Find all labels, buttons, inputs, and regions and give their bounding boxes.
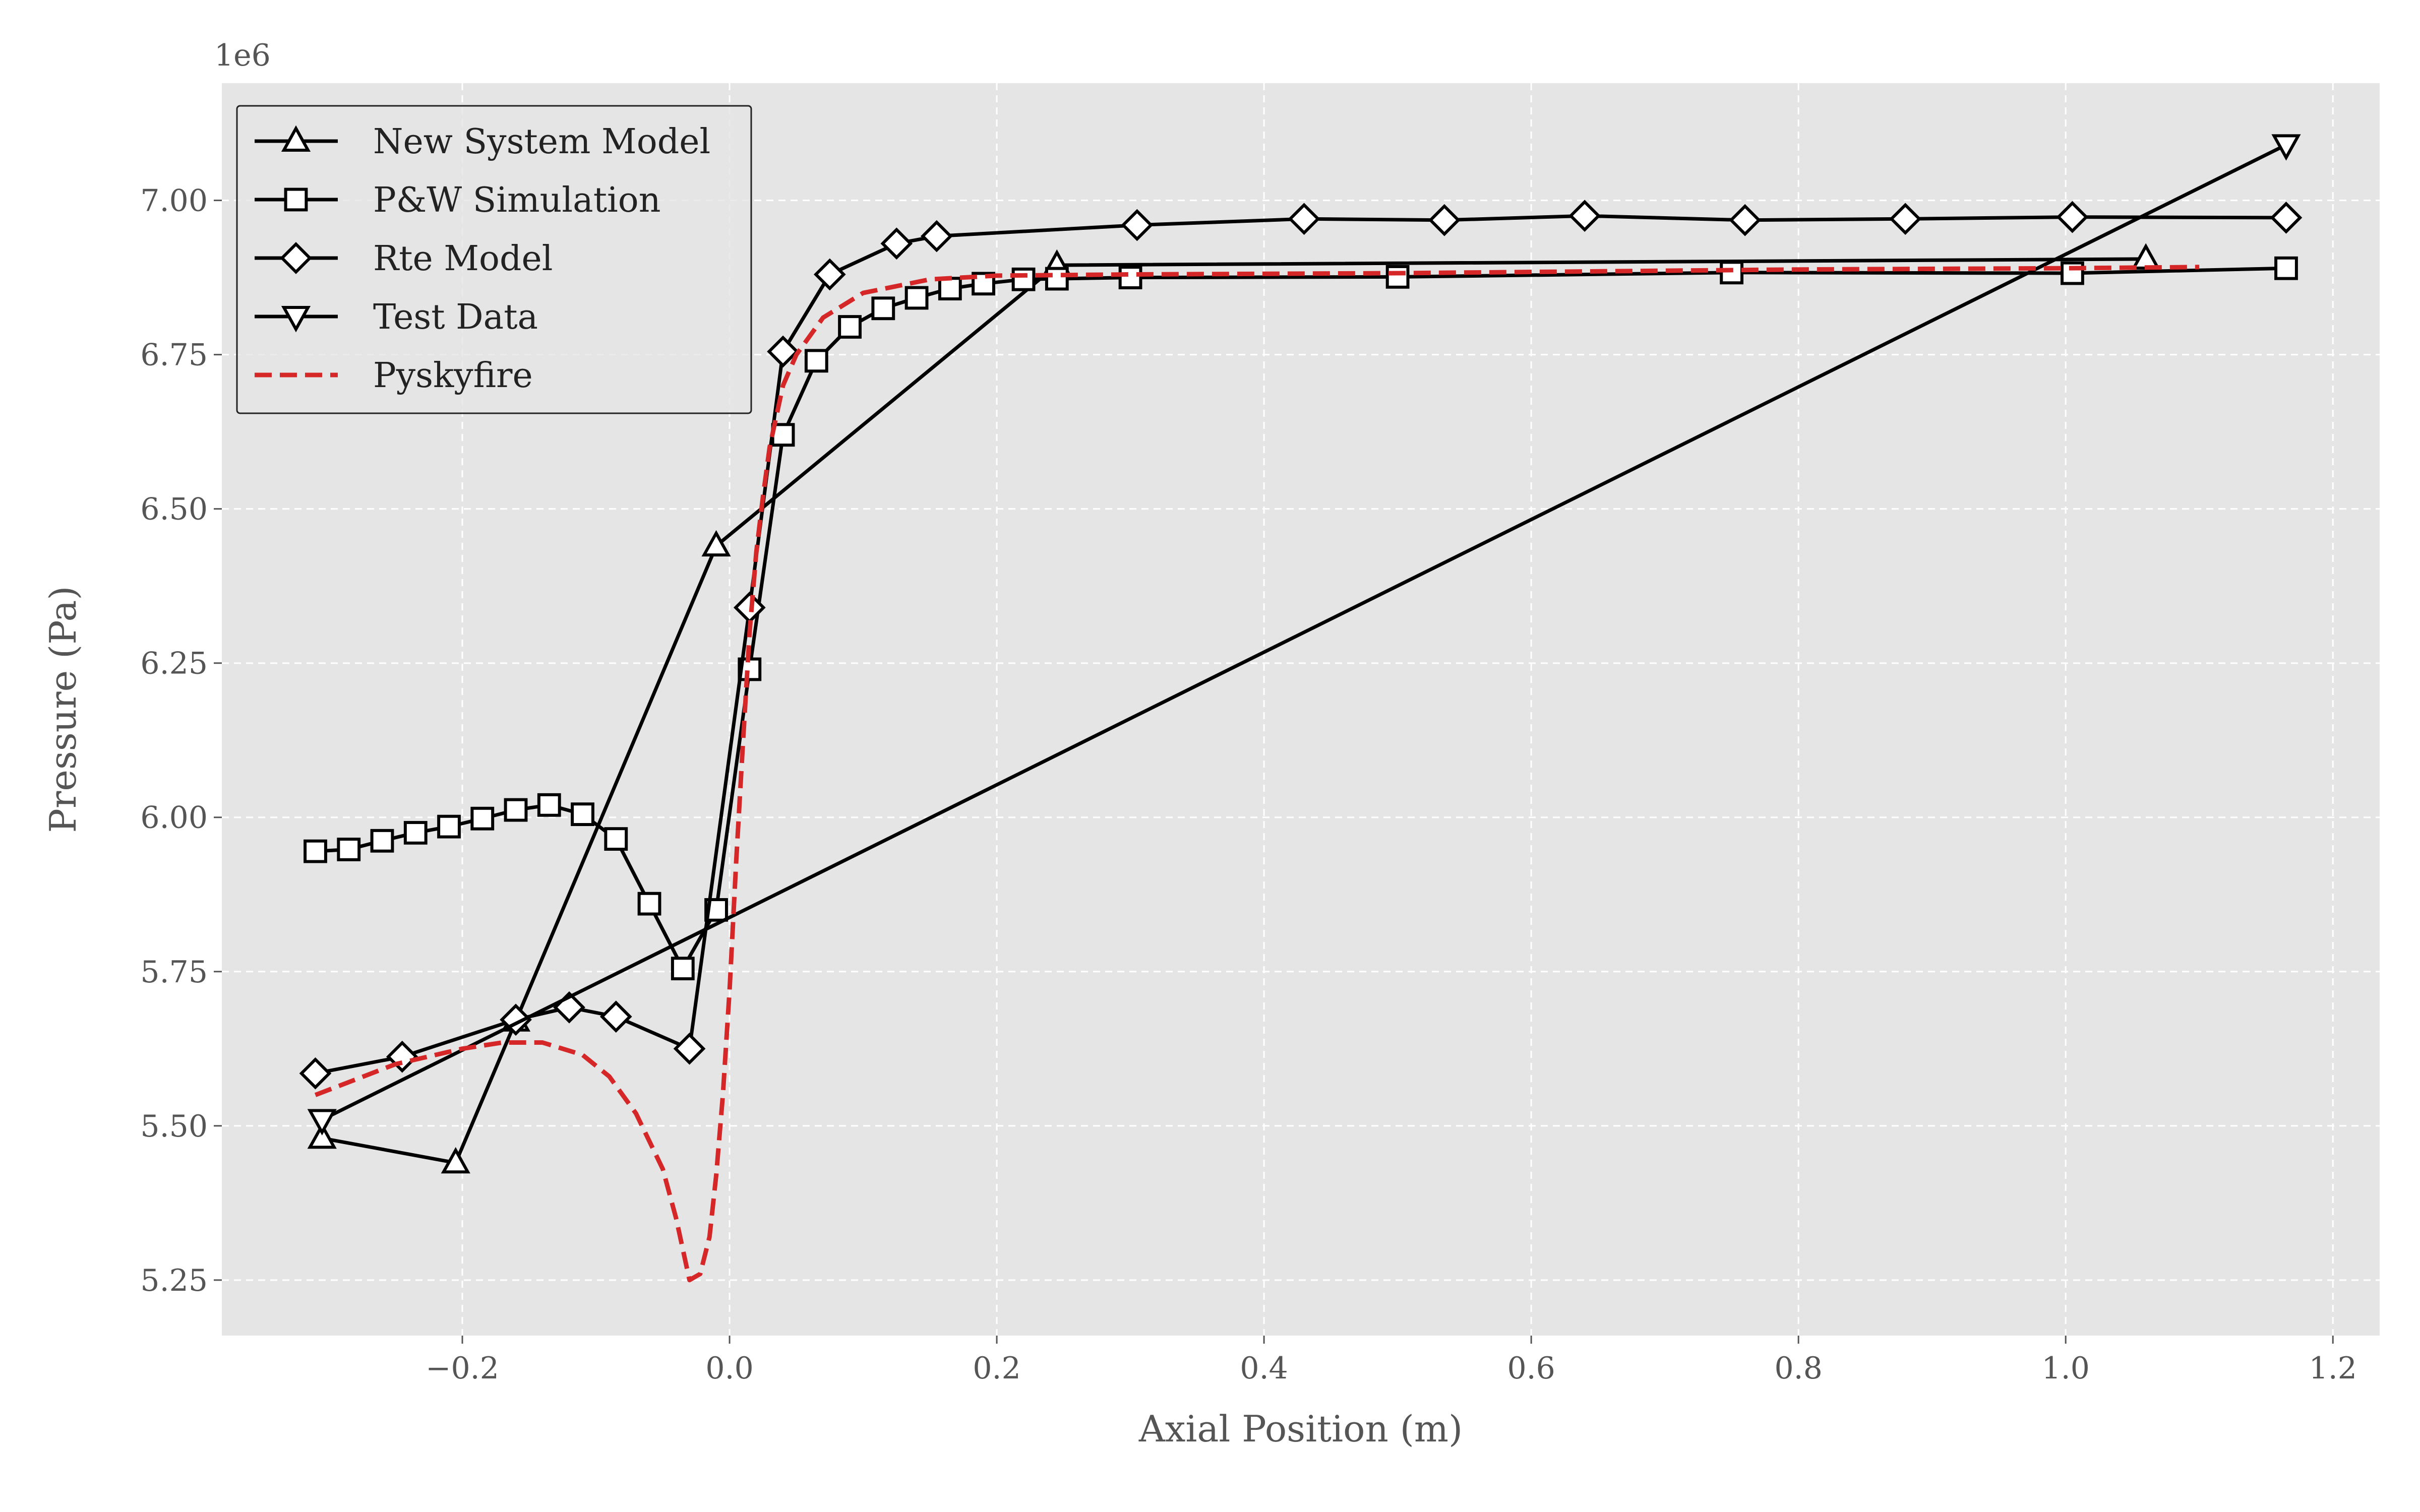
data-point	[880, 227, 913, 260]
data-point	[1121, 209, 1154, 241]
data-point	[2274, 256, 2298, 280]
series-pyskyfire	[314, 265, 2200, 1283]
x-tick-label: 0.8	[1774, 1351, 1822, 1386]
legend-label: Pyskyfire	[373, 356, 533, 396]
x-tick-label: 0.4	[1240, 1351, 1288, 1386]
legend-item-rte-model: Rte Model	[255, 239, 553, 279]
series-p-w-simulation	[304, 256, 2298, 981]
series-line	[314, 265, 2200, 1283]
data-point	[403, 821, 428, 845]
legend: New System Model P&W Simulation Rte Model T…	[236, 105, 752, 414]
data-point	[2271, 134, 2301, 161]
legend-label: P&W Simulation	[373, 180, 661, 220]
data-point	[871, 296, 895, 321]
y-offset-label: 1e6	[214, 38, 271, 73]
legend-item-p-w-simulation: P&W Simulation	[255, 180, 661, 220]
data-point	[1118, 266, 1142, 290]
legend-label: Test Data	[373, 297, 538, 337]
legend-item-new-system-model: New System Model	[255, 122, 710, 162]
y-tick-label: 6.75	[140, 338, 208, 373]
series-line	[321, 143, 2287, 1121]
data-point	[701, 530, 731, 557]
legend-box	[236, 105, 752, 414]
legend-marker	[281, 306, 311, 333]
data-point	[637, 892, 661, 916]
legend-marker	[284, 187, 308, 212]
grid-lines	[222, 83, 2380, 1336]
series-line	[322, 257, 2146, 1165]
data-point	[1385, 265, 1410, 289]
legend-label: Rte Model	[373, 239, 553, 279]
data-point	[1729, 204, 1762, 236]
series-test-data	[307, 134, 2301, 1136]
legend-items: New System Model P&W Simulation Rte Model T…	[255, 122, 710, 396]
x-tick-label: 0.0	[705, 1351, 753, 1386]
data-point	[571, 802, 594, 827]
legend-label: New System Model	[373, 122, 710, 162]
data-point	[2270, 202, 2303, 234]
x-tick-label: 1.2	[2309, 1351, 2357, 1386]
data-point	[838, 315, 862, 339]
data-point	[813, 258, 846, 291]
data-point	[299, 1057, 332, 1090]
data-point	[673, 1032, 706, 1065]
series-layer	[299, 134, 2303, 1283]
data-point	[307, 1109, 337, 1136]
y-tick-label: 6.50	[140, 492, 208, 527]
data-point	[504, 798, 528, 822]
data-point	[938, 277, 962, 301]
data-point	[307, 1122, 337, 1149]
y-tick-label: 5.25	[140, 1263, 208, 1298]
data-point	[1288, 203, 1320, 235]
data-point	[437, 814, 461, 839]
x-axis-ticks: −0.2 0.0 0.2 0.4 0.6 0.8 1.0 1.2	[426, 1336, 2357, 1386]
legend-marker	[280, 242, 312, 274]
legend-item-pyskyfire: Pyskyfire	[255, 356, 533, 396]
data-point	[1568, 200, 1601, 232]
data-point	[1045, 267, 1069, 291]
y-tick-label: 5.50	[140, 1109, 208, 1144]
data-point	[771, 423, 795, 447]
data-point	[767, 335, 799, 368]
y-tick-label: 5.75	[140, 955, 208, 990]
y-axis-label: Pressure (Pa)	[42, 586, 84, 833]
data-point	[904, 286, 929, 310]
data-point	[337, 837, 361, 861]
y-axis-ticks: 5.25 5.50 5.75 6.00 6.25 6.50 6.75 7.00	[140, 183, 222, 1298]
y-tick-label: 6.25	[140, 646, 208, 681]
data-point	[304, 839, 327, 863]
data-point	[1720, 261, 1744, 285]
data-point	[470, 806, 495, 831]
legend-marker	[281, 125, 311, 152]
data-point	[920, 220, 953, 253]
legend-item-test-data: Test Data	[255, 297, 538, 337]
data-point	[1428, 204, 1461, 236]
data-point	[441, 1147, 470, 1174]
y-tick-label: 7.00	[140, 183, 208, 219]
data-point	[599, 1000, 632, 1033]
series-line	[315, 266, 2286, 971]
data-point	[1889, 203, 1922, 235]
x-tick-label: −0.2	[426, 1351, 499, 1386]
x-axis-label: Axial Position (m)	[1138, 1408, 1463, 1450]
data-point	[370, 829, 394, 853]
data-point	[804, 349, 828, 373]
data-point	[537, 793, 561, 817]
x-tick-label: 0.6	[1507, 1351, 1555, 1386]
data-point	[2056, 201, 2089, 233]
data-point	[1011, 267, 1036, 291]
x-tick-label: 1.0	[2042, 1351, 2090, 1386]
data-point	[671, 957, 695, 981]
x-tick-label: 0.2	[973, 1351, 1020, 1386]
data-point	[604, 827, 628, 851]
y-tick-label: 6.00	[140, 800, 208, 836]
